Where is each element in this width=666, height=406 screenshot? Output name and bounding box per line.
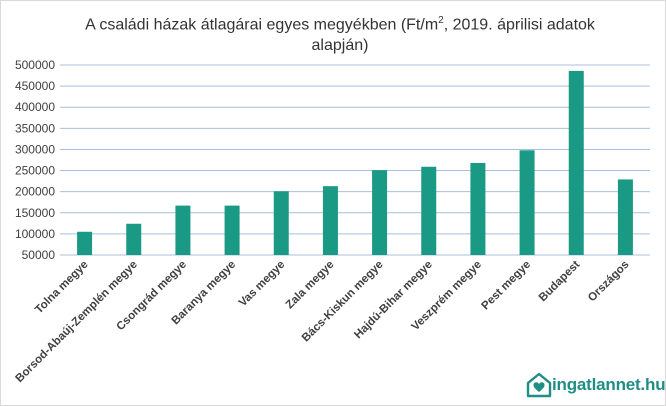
y-tick-label: 100000 bbox=[15, 227, 55, 241]
bars bbox=[77, 70, 633, 256]
grid-lines bbox=[60, 64, 650, 256]
y-tick-label: 450000 bbox=[15, 79, 55, 93]
bar bbox=[617, 179, 633, 255]
bar bbox=[273, 191, 289, 255]
bar bbox=[519, 150, 535, 255]
y-tick-label: 200000 bbox=[15, 185, 55, 199]
chart-title: A családi házak átlagárai egyes megyékbe… bbox=[85, 15, 595, 55]
y-tick-label: 300000 bbox=[15, 142, 55, 156]
x-tick-label: Budapest bbox=[537, 259, 583, 305]
x-tick-label: Zala megye bbox=[284, 259, 337, 312]
y-tick-label: 350000 bbox=[15, 121, 55, 135]
y-tick-label: 500000 bbox=[15, 58, 55, 72]
logo-text: ingatlannet.hu bbox=[552, 375, 666, 394]
bar bbox=[224, 205, 240, 255]
x-tick-label: Pest megye bbox=[480, 259, 534, 313]
y-tick-label: 150000 bbox=[15, 206, 55, 220]
y-tick-label: 50000 bbox=[22, 248, 56, 262]
x-tick-label: Bács-Kiskun megye bbox=[300, 259, 386, 345]
house-heart-icon bbox=[526, 372, 552, 398]
bar bbox=[126, 223, 142, 255]
bar bbox=[77, 231, 93, 255]
y-axis-ticks: 500000 450000 400000 350000 300000 250000 2000… bbox=[15, 58, 55, 262]
bar bbox=[421, 166, 437, 255]
bar bbox=[372, 170, 388, 255]
bar bbox=[568, 70, 584, 256]
ingatlannet-logo: ingatlannet.hu bbox=[526, 371, 666, 399]
y-tick-label: 400000 bbox=[15, 100, 55, 114]
bar bbox=[322, 186, 338, 255]
x-tick-label: Országos bbox=[586, 259, 632, 305]
x-tick-label: Vas megye bbox=[237, 259, 288, 310]
bar bbox=[470, 162, 486, 255]
bar bbox=[175, 205, 191, 255]
y-tick-label: 250000 bbox=[15, 164, 55, 178]
